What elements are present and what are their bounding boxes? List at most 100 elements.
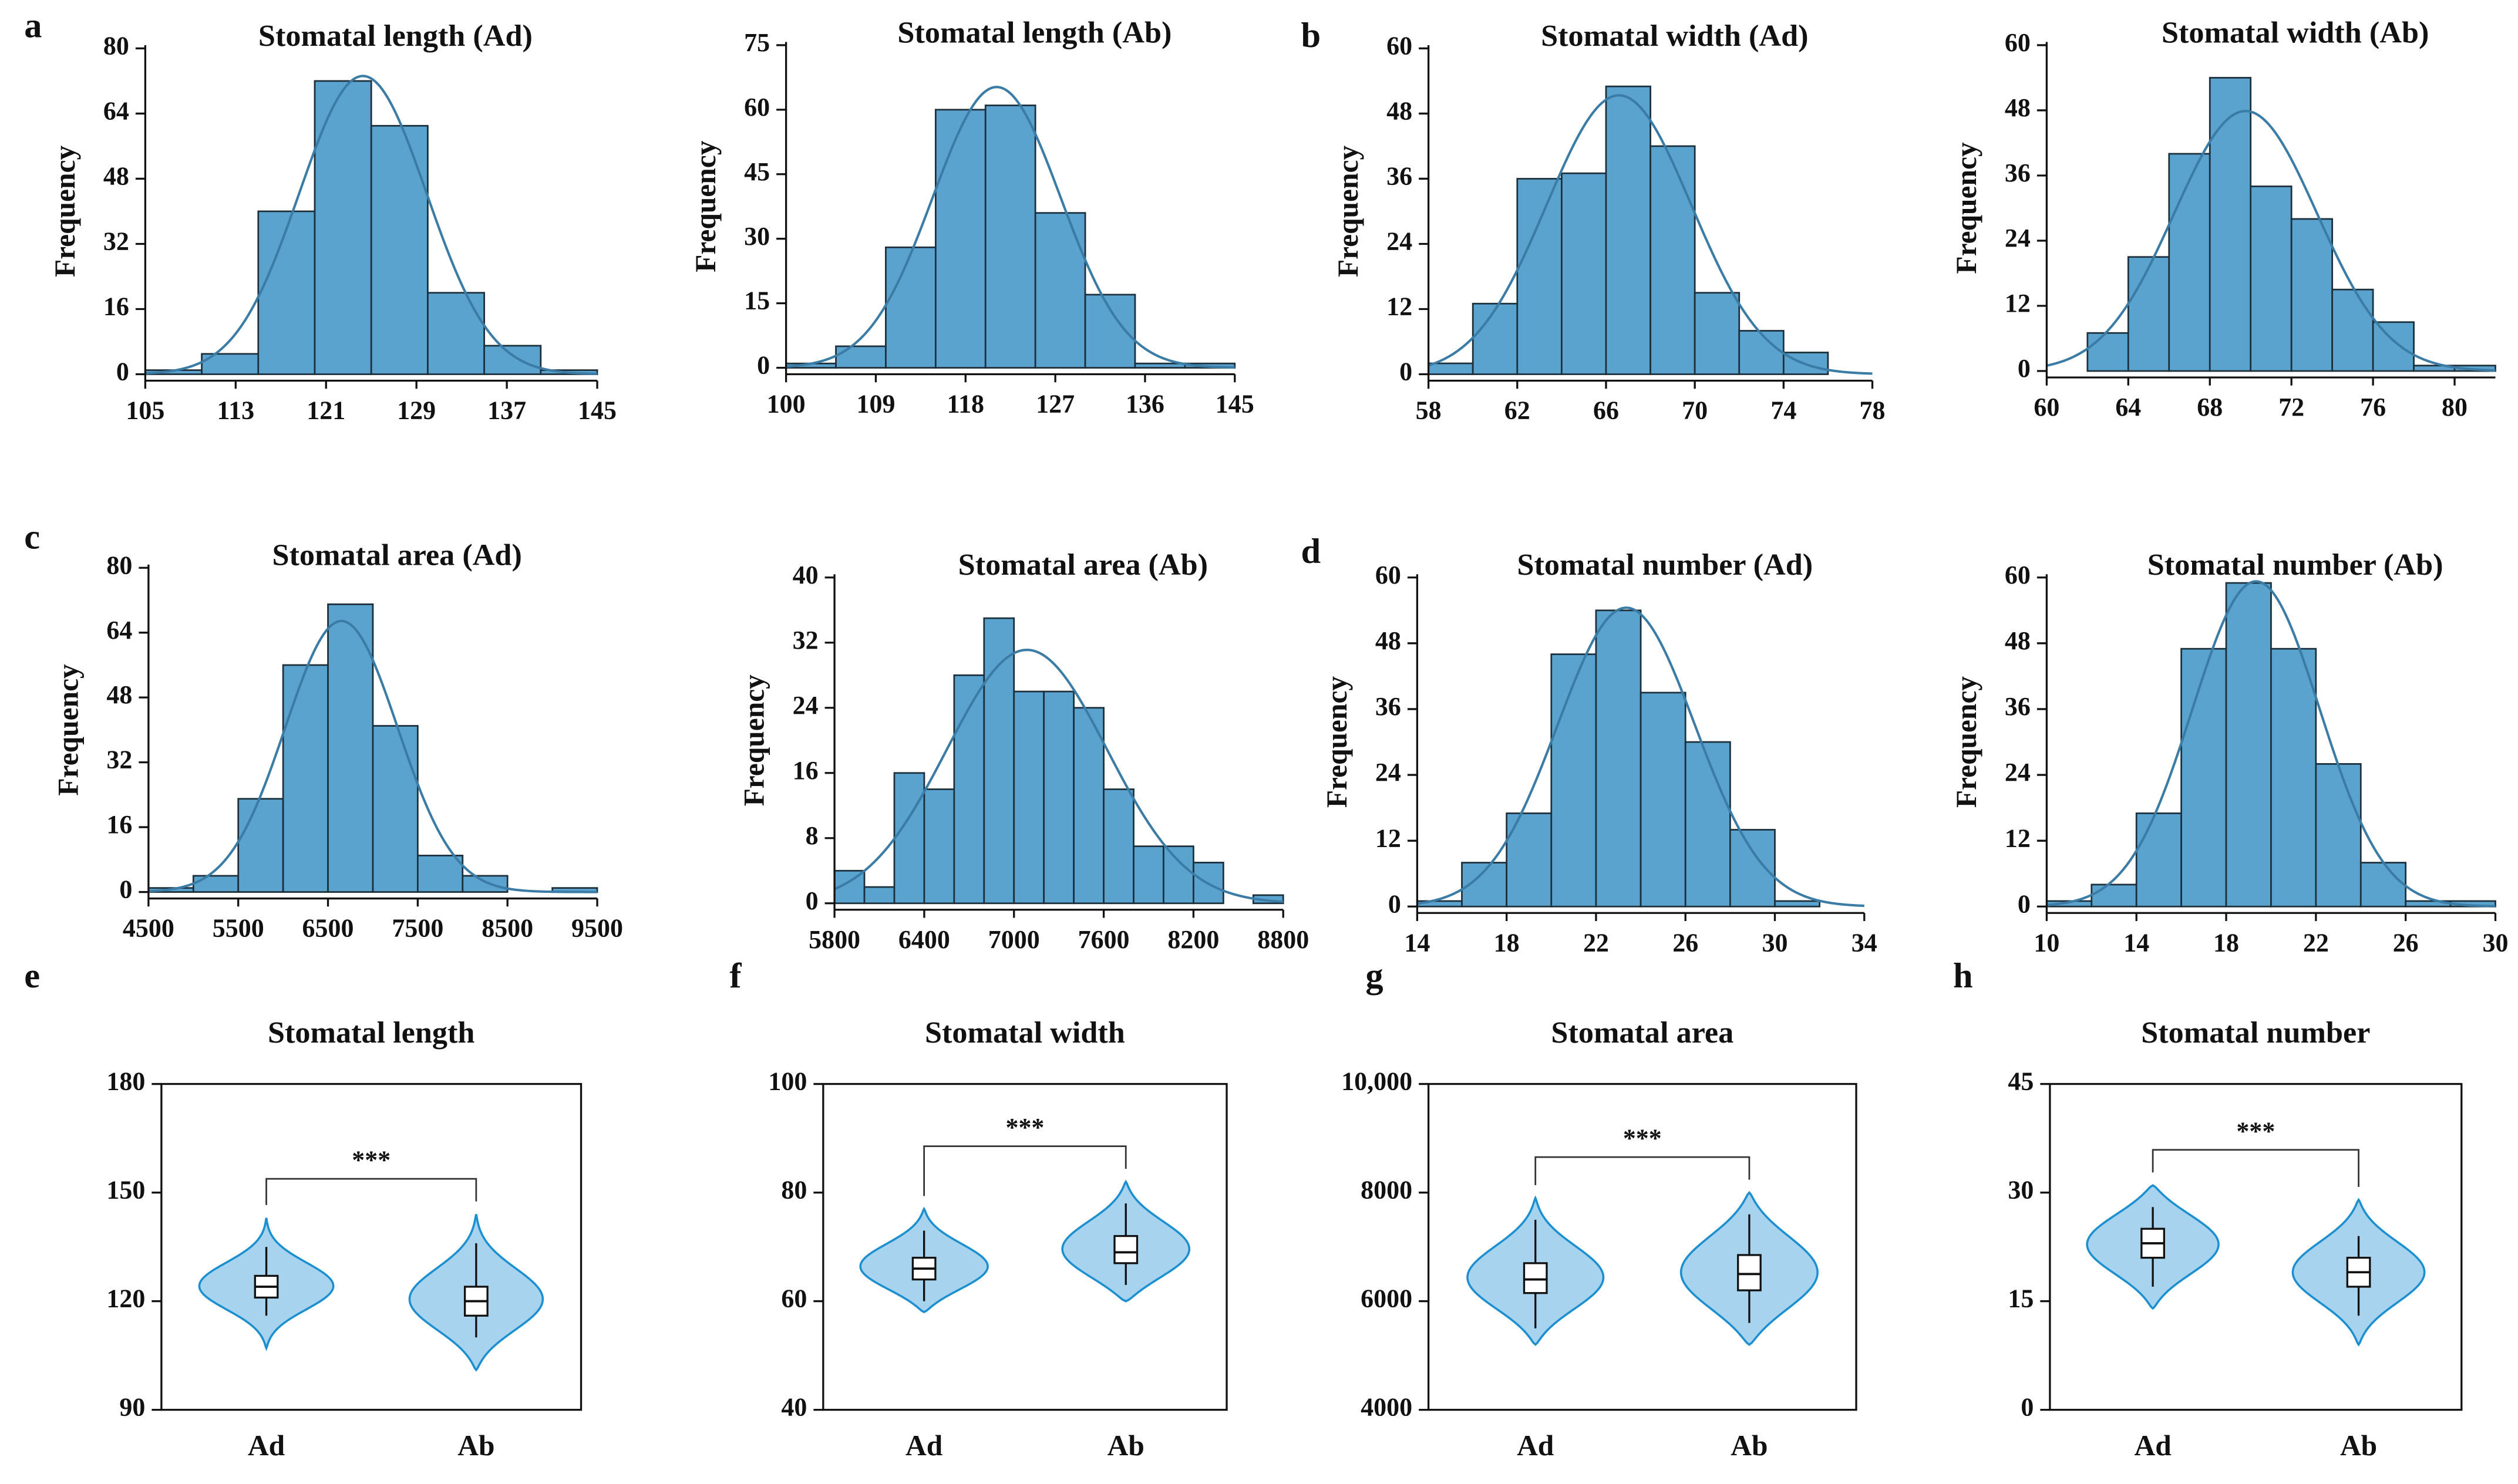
x-tick-label: 109 (856, 390, 895, 419)
bar (1516, 178, 1563, 375)
y-tick-label: 45 (2008, 1067, 2034, 1096)
y-tick-label: 0 (1399, 357, 1412, 386)
box (1113, 1235, 1139, 1264)
y-tick-label: 12 (2005, 824, 2031, 852)
y-tick-label: 60 (744, 93, 770, 122)
y-tick-label: 16 (106, 810, 132, 839)
x-tick-label: 30 (1762, 928, 1788, 957)
y-tick-label: 36 (1375, 692, 1401, 721)
y-tick-label: 60 (1386, 32, 1412, 60)
y-tick-label: 45 (744, 157, 770, 186)
fit-curve (834, 649, 1284, 903)
bar (885, 246, 937, 369)
x-tick-label: 137 (487, 396, 526, 425)
y-tick-label: 12 (1375, 824, 1401, 852)
y-tick-label: 16 (793, 756, 819, 785)
significance-label: *** (352, 1146, 391, 1175)
bar (934, 109, 987, 369)
y-tick-label: 10,000 (1341, 1067, 1412, 1096)
bar (1595, 609, 1642, 908)
x-tick-label: 100 (767, 390, 806, 419)
y-tick-label: 30 (744, 222, 770, 251)
bar (984, 104, 1036, 369)
y-tick-label: 15 (2008, 1284, 2034, 1313)
y-tick-label: 40 (793, 561, 819, 589)
y-tick-label: 60 (1375, 561, 1401, 589)
bar (1640, 692, 1686, 908)
x-tick-label: 6400 (898, 925, 950, 954)
significance-label: *** (1005, 1113, 1044, 1142)
y-axis-label: Frequency (49, 146, 81, 278)
x-tick-label: 72 (2278, 393, 2304, 421)
fit-curve (2046, 110, 2496, 372)
x-tick-label: 10 (2034, 928, 2059, 957)
x-tick-label: 7000 (988, 925, 1040, 954)
chart-title: Stomatal width (Ab) (2162, 15, 2429, 49)
bar (257, 210, 316, 375)
x-tick-label: 121 (307, 396, 345, 425)
y-tick-label: 60 (781, 1284, 807, 1313)
bar (1738, 330, 1785, 375)
significance-bracket (1534, 1156, 1751, 1185)
x-tick-label: 18 (1494, 928, 1520, 957)
bar (1043, 690, 1075, 905)
x-tick-label: 14 (2123, 928, 2149, 957)
bar (2135, 812, 2182, 908)
panel-letter: b (1301, 16, 1321, 55)
bar (192, 875, 240, 893)
y-tick-label: 60 (2005, 28, 2031, 57)
y-tick-label: 48 (1375, 626, 1401, 655)
y-tick-label: 36 (2005, 158, 2031, 187)
bar (370, 124, 429, 375)
x-tick-label: 4500 (123, 914, 174, 943)
x-tick-label: 136 (1126, 390, 1164, 419)
chart-title: Stomatal width (925, 1016, 1125, 1050)
y-tick-label: 24 (1375, 758, 1401, 787)
y-tick-label: 48 (2005, 93, 2031, 122)
x-tick-label: 80 (2442, 393, 2467, 421)
x-tick-label: Ad (1517, 1429, 1554, 1462)
y-tick-label: 8000 (1361, 1176, 1412, 1205)
y-tick-label: 15 (744, 286, 770, 315)
y-tick-label: 60 (2005, 561, 2031, 589)
y-tick-label: 100 (768, 1067, 807, 1096)
bar (2270, 647, 2317, 908)
bar (237, 798, 284, 893)
x-tick-label: 78 (1860, 396, 1886, 425)
y-tick-label: 36 (1386, 162, 1412, 191)
x-tick-label: 105 (126, 396, 164, 425)
significance-label: *** (2236, 1117, 2275, 1145)
y-tick-label: 32 (103, 227, 129, 256)
bar (2359, 862, 2407, 908)
y-tick-label: 80 (103, 32, 129, 60)
bar (2127, 256, 2170, 372)
x-tick-label: 6500 (302, 914, 354, 943)
x-tick-label: 9500 (571, 914, 623, 943)
x-tick-label: Ab (457, 1429, 494, 1462)
x-tick-label: 66 (1593, 396, 1619, 425)
bar (2225, 582, 2272, 908)
x-tick-label: 34 (1852, 928, 1877, 957)
chart-title: Stomatal number (2141, 1016, 2370, 1050)
bar (835, 345, 887, 369)
panel-letter: f (729, 956, 742, 996)
x-tick-label: 8500 (482, 914, 533, 943)
y-tick-label: 0 (2021, 1393, 2034, 1422)
x-tick-label: 74 (1770, 396, 1796, 425)
bar (1605, 85, 1651, 375)
plot-frame (2049, 1082, 2463, 1411)
significance-bracket (265, 1178, 477, 1205)
x-tick-label: 7600 (1078, 925, 1130, 954)
x-tick-label: 58 (1416, 396, 1442, 425)
y-axis-label: Frequency (1332, 146, 1364, 278)
x-tick-label: Ab (1731, 1429, 1768, 1462)
bar (953, 674, 985, 905)
bar (483, 345, 542, 375)
x-tick-label: 113 (217, 396, 255, 425)
fit-curve (786, 86, 1235, 369)
y-tick-label: 80 (106, 551, 132, 579)
chart-title: Stomatal area (Ab) (958, 548, 1208, 582)
x-tick-label: 26 (2393, 928, 2419, 957)
bar (923, 788, 955, 905)
